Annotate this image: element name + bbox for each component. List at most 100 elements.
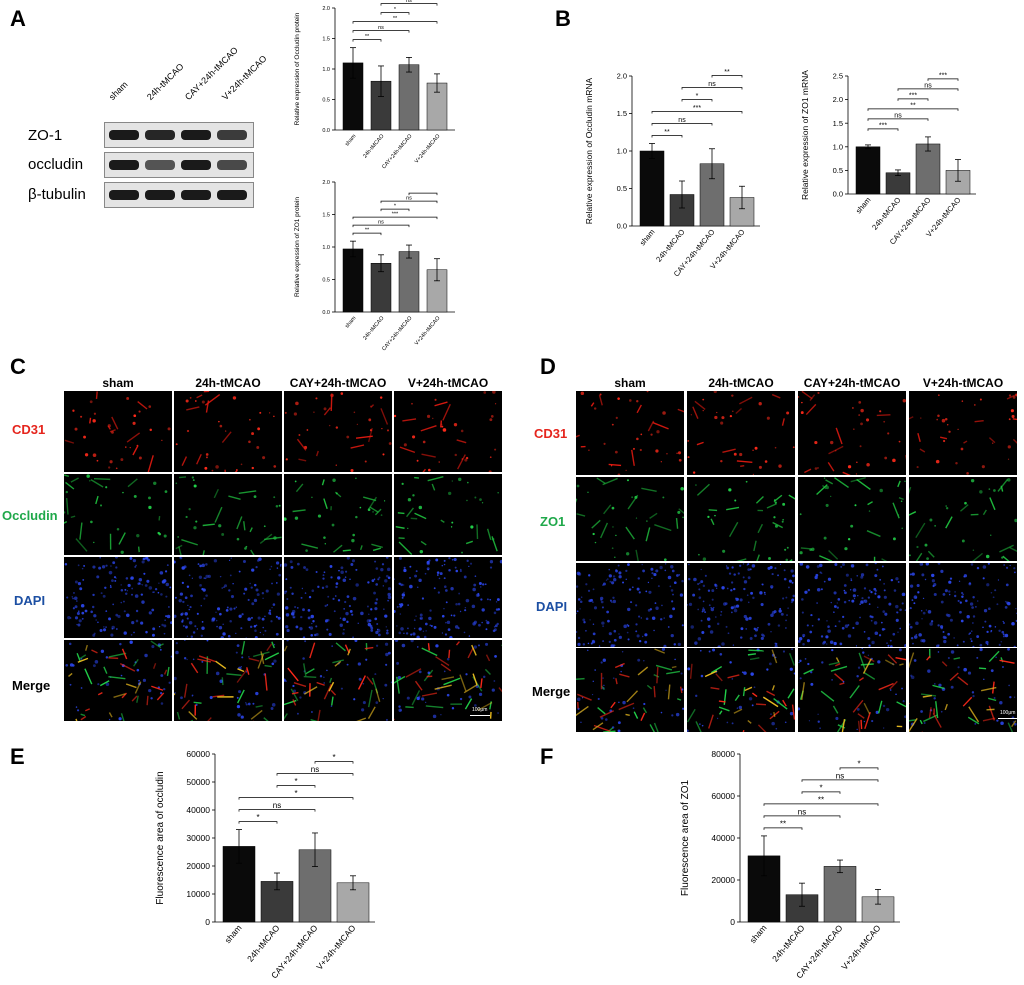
significance-label: ns <box>273 801 281 810</box>
micrograph-tile <box>394 474 502 555</box>
y-tick-label: 1.5 <box>322 36 330 42</box>
significance-label: ns <box>708 81 716 88</box>
y-tick-label: 0.5 <box>322 277 330 283</box>
significance-label: * <box>256 813 259 822</box>
micrograph-tile <box>798 648 906 732</box>
significance-bracket <box>897 88 959 91</box>
y-axis-label: Relative expression of Occludin protein <box>294 12 301 125</box>
significance-bracket <box>711 75 743 78</box>
significance-bracket <box>276 773 354 776</box>
significance-label: * <box>819 783 822 792</box>
row-label-merge: Merge <box>12 678 51 693</box>
significance-label: * <box>696 93 699 100</box>
micrograph-tile <box>798 391 906 475</box>
significance-bracket <box>839 767 879 770</box>
micrograph-tile <box>576 391 684 475</box>
significance-bracket <box>238 821 278 824</box>
y-axis-label: Relative expression of ZO1 protein <box>294 197 301 297</box>
blot-strip <box>104 122 254 148</box>
category-label: sham <box>344 315 358 329</box>
micrograph-tile <box>687 477 795 561</box>
y-tick-label: 0 <box>730 917 735 927</box>
category-label: 24h-tMCAO <box>245 923 282 964</box>
bar <box>855 146 881 195</box>
blot-strip <box>104 182 254 208</box>
blot-band <box>217 190 247 200</box>
scale-bar <box>470 715 490 716</box>
blot-band <box>145 130 175 140</box>
significance-label: * <box>294 789 297 798</box>
micrograph-tile <box>394 391 502 472</box>
significance-label: * <box>394 204 397 210</box>
significance-bracket <box>681 87 743 90</box>
significance-label: *** <box>392 212 399 218</box>
row-label-dapi: DAPI <box>536 599 568 614</box>
y-tick-label: 1.5 <box>833 119 843 128</box>
category-label: sham <box>638 228 657 248</box>
row-label-dapi: DAPI <box>14 593 46 608</box>
significance-bracket <box>352 39 382 42</box>
zo1-mrna-chart: 0.0 0.5 1.0 1.5 2.0 2.5 Relative expression of… <box>800 70 976 246</box>
occludin-fluorescence-chart: 0 10000 20000 30000 40000 50000 60000 Fluoresce… <box>155 749 375 980</box>
y-tick-label: 2.5 <box>833 72 843 81</box>
y-tick-label: 0.5 <box>833 166 843 175</box>
y-tick-label: 0 <box>205 917 210 927</box>
micrograph-tile <box>64 557 172 638</box>
significance-label: ** <box>780 819 786 828</box>
y-tick-label: 0.0 <box>322 128 330 134</box>
significance-bracket <box>801 779 879 782</box>
micrograph-tile <box>174 557 282 638</box>
y-axis-label: Relative expression of Occludin mRNA <box>584 77 594 224</box>
significance-label: * <box>857 759 860 768</box>
column-header: CAY+24h-tMCAO <box>803 376 901 390</box>
significance-label: ns <box>378 25 384 31</box>
blot-band <box>217 160 247 170</box>
y-tick-label: 2.0 <box>617 72 627 81</box>
y-tick-label: 1.0 <box>322 245 330 251</box>
micrograph-tile <box>284 391 392 472</box>
blot-band <box>145 160 175 170</box>
y-tick-label: 1.0 <box>617 147 627 156</box>
significance-bracket <box>380 3 438 6</box>
category-label: V+24h-tMCAO <box>414 133 442 165</box>
micrograph-tile <box>64 474 172 555</box>
category-label: V+24h-tMCAO <box>414 315 442 347</box>
significance-label: *** <box>939 72 947 79</box>
row-label-cd31: CD31 <box>534 426 568 441</box>
significance-bracket <box>763 803 879 806</box>
zo1-fluorescence-chart: 0 20000 40000 60000 80000 Fluorescence area o… <box>680 749 900 980</box>
bar <box>398 251 420 313</box>
blot-band <box>181 160 211 170</box>
row-label-cd31: CD31 <box>12 422 46 437</box>
micrograph-tile <box>576 563 684 647</box>
category-label: 24h-tMCAO <box>362 133 386 160</box>
column-header: 24h-tMCAO <box>195 376 261 390</box>
blot-row-label: β-tubulin <box>28 186 86 203</box>
blot-strip <box>104 152 254 178</box>
y-tick-label: 2.0 <box>833 95 843 104</box>
micrograph-tile <box>909 391 1017 475</box>
significance-bracket <box>651 123 713 126</box>
blot-band <box>181 130 211 140</box>
significance-label: ** <box>393 16 398 22</box>
significance-bracket <box>380 200 438 204</box>
y-tick-label: 60000 <box>186 749 210 759</box>
significance-bracket <box>927 78 959 81</box>
blot-lane-label: sham <box>106 79 130 102</box>
y-axis-label: Fluorescence area of occludin <box>155 771 166 904</box>
significance-label: ns <box>406 196 412 202</box>
blot-row-label: ZO-1 <box>28 127 63 144</box>
zo1-protein-chart: 0.0 0.5 1.0 1.5 2.0 Relative expression of ZO… <box>294 180 455 352</box>
significance-label: ns <box>378 220 384 226</box>
y-tick-label: 1.0 <box>322 67 330 73</box>
micrograph-tile <box>174 640 282 721</box>
category-label: CAY+24h-tMCAO <box>381 133 414 170</box>
significance-label: ns <box>406 0 412 4</box>
micrograph-tile <box>909 563 1017 647</box>
y-tick-label: 1.5 <box>617 109 627 118</box>
micrograph-tile <box>687 391 795 475</box>
significance-bracket <box>352 30 410 33</box>
scale-bar-label: 100μm <box>1000 710 1016 716</box>
panel-letter-f: F <box>540 744 554 769</box>
category-label: sham <box>854 196 873 216</box>
